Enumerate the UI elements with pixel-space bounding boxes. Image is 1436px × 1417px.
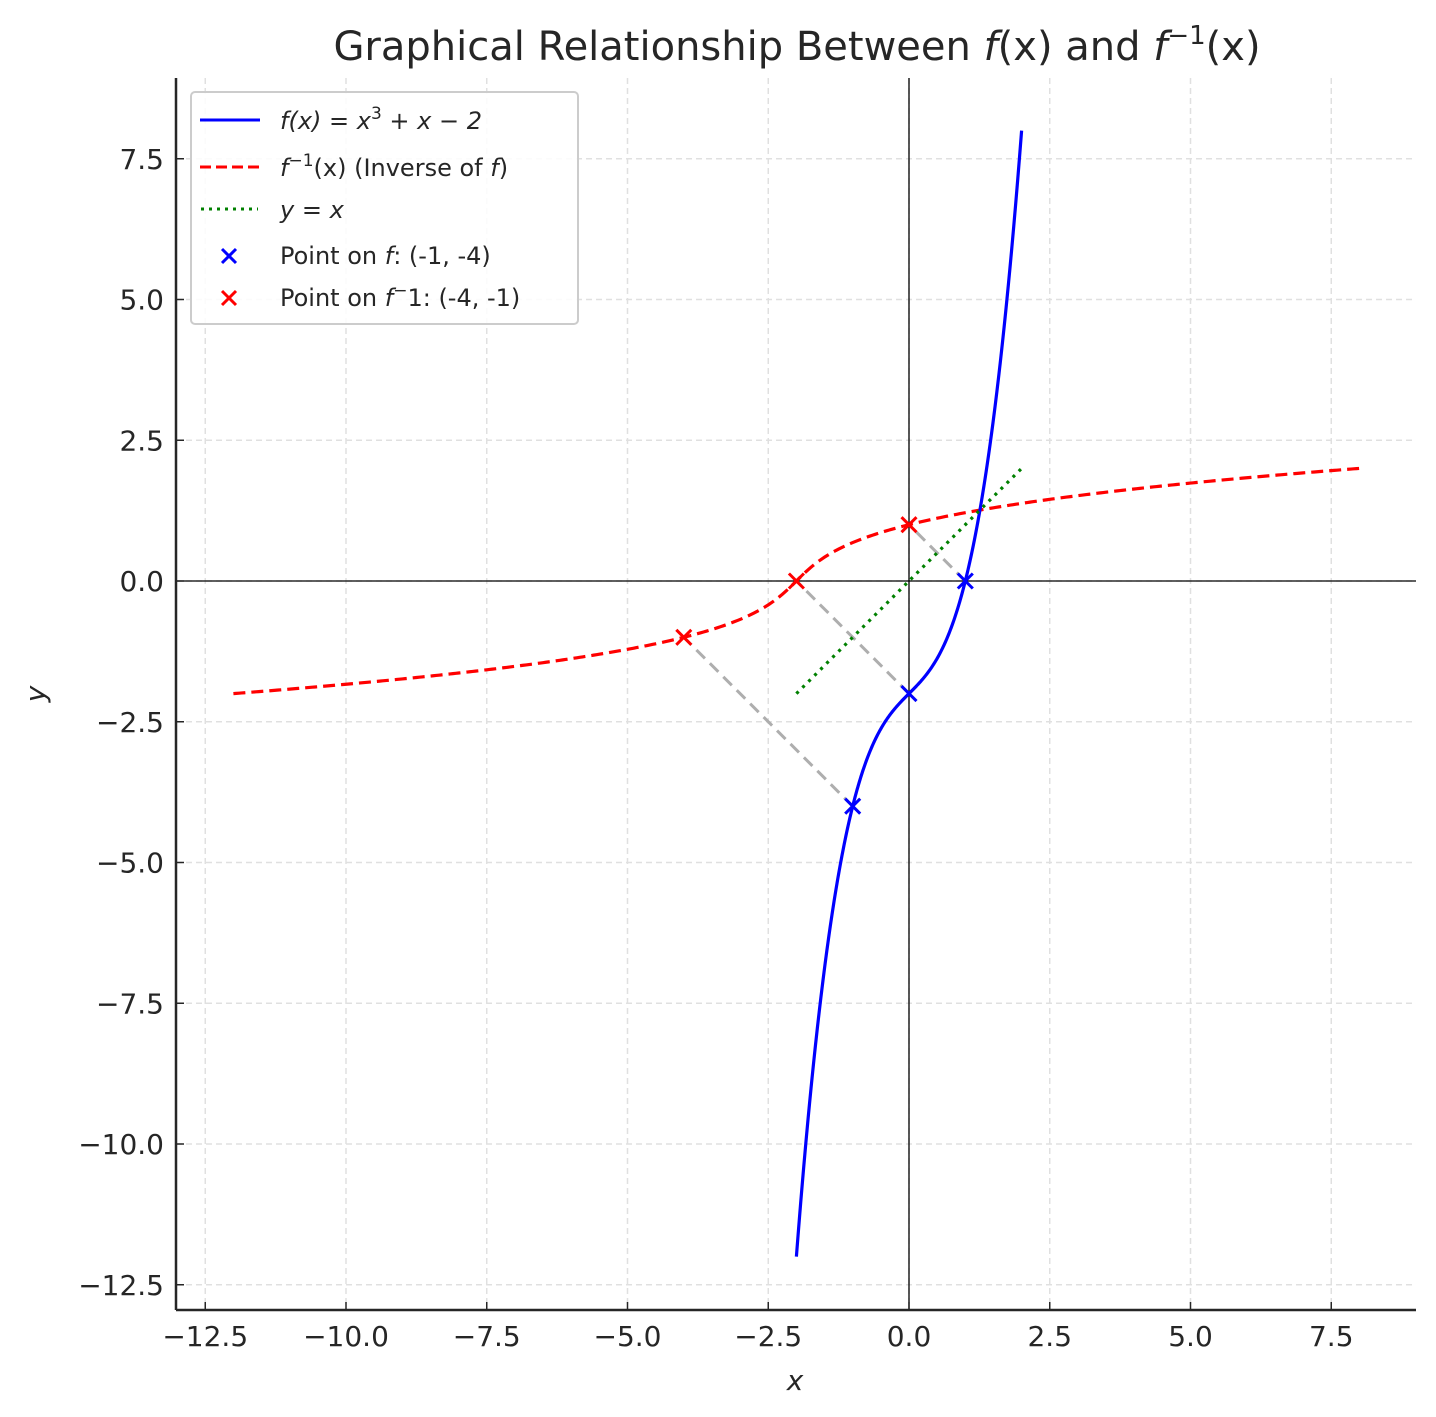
blue-x-marker-icon [956,572,974,590]
x-axis-label: x [786,1364,804,1397]
legend-label-inverse: f−1(x) (Inverse of f) [280,151,508,182]
legend-label-identity: y = x [279,196,345,224]
y-axis-ticks: 7.5 5.0 2.5 0.0 −2.5 −5.0 −7.5 −10.0 −12.5 [78,143,184,1302]
blue-x-marker-icon [900,685,918,703]
x-tick-label: −10.0 [303,1320,389,1353]
legend-entry-point-inverse: Point on f−1: (-4, -1) [220,281,520,312]
x-tick-label: 5.0 [1168,1320,1213,1353]
x-tick-label: −2.5 [734,1320,802,1353]
connector-lines [682,523,967,808]
x-tick-label: 0.0 [887,1320,932,1353]
connector-line [682,636,854,808]
y-tick-label: 0.0 [119,565,164,598]
blue-x-marker-icon [844,797,862,815]
y-tick-label: 2.5 [119,424,164,457]
x-axis-ticks: −12.5 −10.0 −7.5 −5.0 −2.5 0.0 2.5 5.0 7.5 [162,1302,1354,1353]
legend-entry-identity: y = x [201,196,345,224]
x-tick-label: −7.5 [453,1320,521,1353]
legend-label-f: f(x) = x3 + x − 2 [280,104,482,135]
connector-line [795,579,911,695]
legend-entry-point-f: Point on f: (-1, -4) [220,242,491,270]
legend-entry-inverse: f−1(x) (Inverse of f) [200,151,508,182]
y-tick-label: −7.5 [96,987,164,1020]
point-markers [675,516,974,815]
axes-spines [174,78,1416,1312]
y-tick-label: −2.5 [96,706,164,739]
red-x-marker-icon [675,628,693,646]
legend: f(x) = x3 + x − 2 f−1(x) (Inverse of f) … [190,91,579,325]
x-tick-label: −12.5 [162,1320,248,1353]
y-tick-label: 7.5 [119,143,164,176]
connector-line [907,523,967,583]
y-tick-label: −5.0 [96,847,164,880]
x-tick-label: 7.5 [1309,1320,1354,1353]
legend-entry-f: f(x) = x3 + x − 2 [200,104,482,135]
legend-label-point-inverse: Point on f−1: (-4, -1) [280,281,520,312]
y-tick-label: −12.5 [78,1269,164,1302]
legend-label-point-f: Point on f: (-1, -4) [280,242,491,270]
chart-title: Graphical Relationship Between f(x) and … [333,21,1260,70]
y-tick-label: −10.0 [78,1128,164,1161]
x-tick-label: 2.5 [1027,1320,1072,1353]
red-x-marker-icon [787,572,805,590]
identity-line [795,467,1023,695]
red-x-marker-icon [220,289,238,307]
red-x-marker-icon [900,516,918,534]
x-tick-label: −5.0 [594,1320,662,1353]
y-tick-label: 5.0 [119,284,164,317]
legend-frame [190,91,579,325]
y-axis-label: y [19,685,52,703]
blue-x-marker-icon [220,247,238,265]
